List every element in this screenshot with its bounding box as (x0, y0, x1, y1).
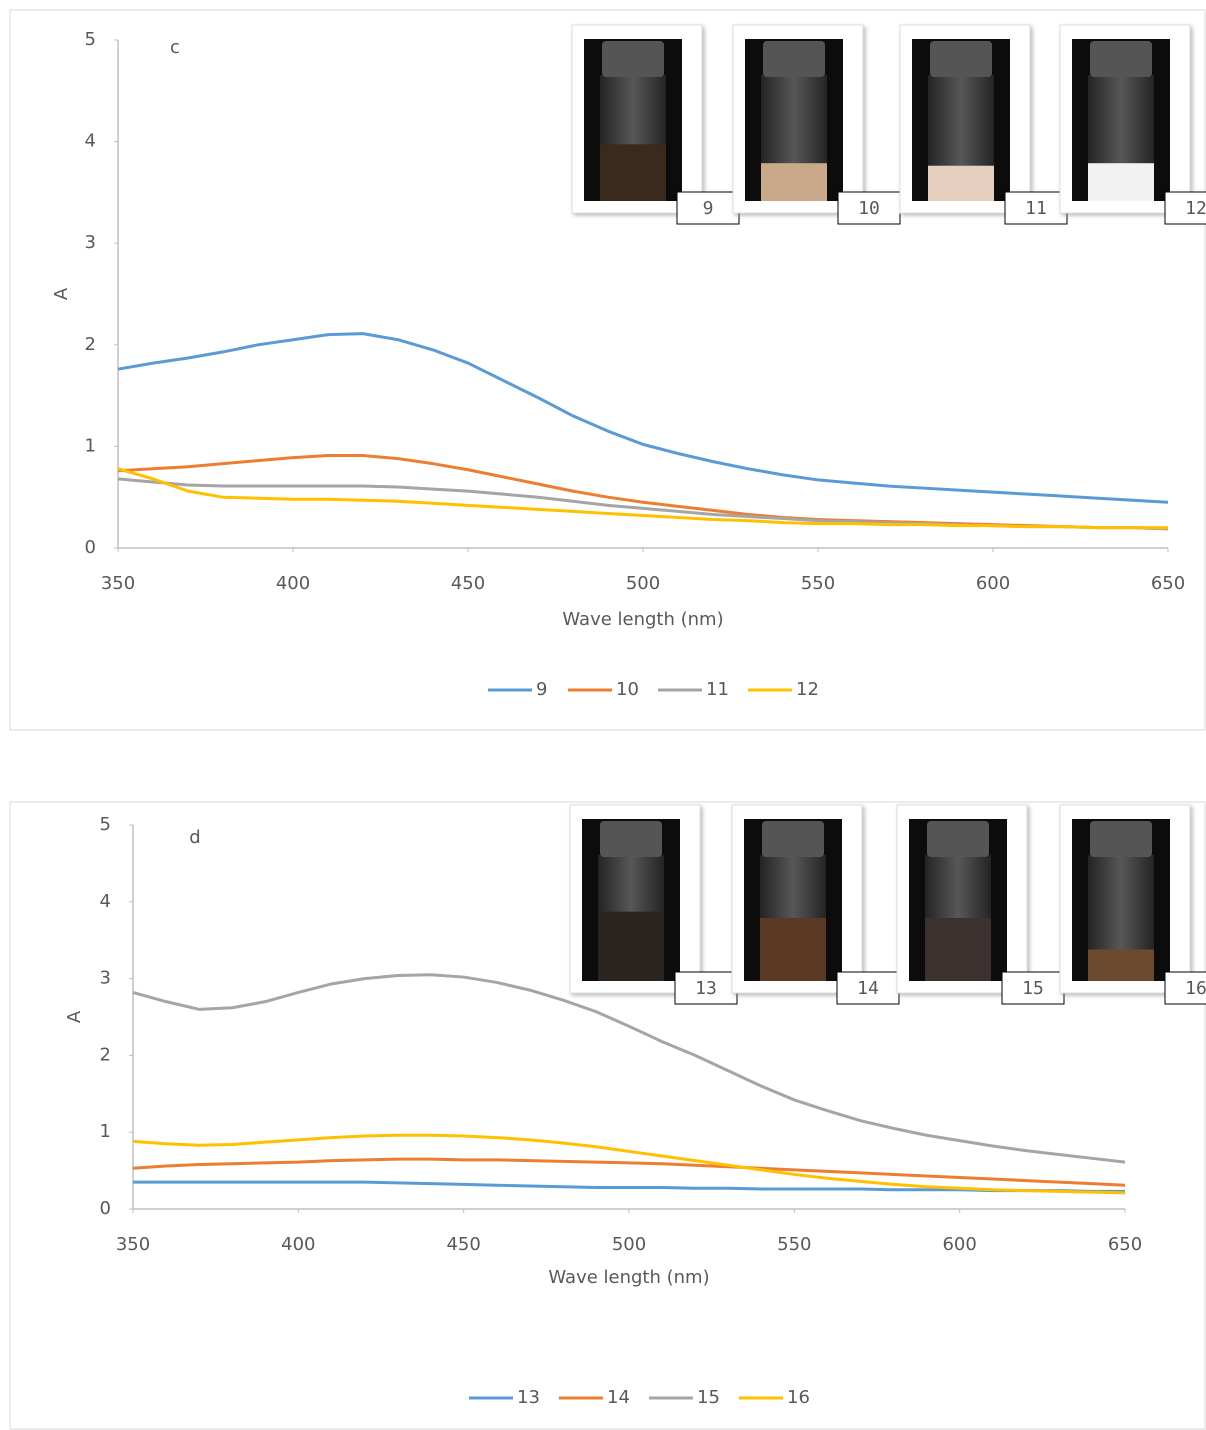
y-tick-label: 0 (85, 537, 96, 558)
x-tick-label: 500 (612, 1234, 646, 1255)
x-tick-label: 450 (451, 573, 485, 594)
vial-liquid (598, 912, 664, 981)
vial-liquid (925, 918, 991, 981)
legend-label: 12 (796, 679, 819, 700)
x-tick-label: 650 (1151, 573, 1185, 594)
photo-label: 10 (858, 198, 880, 219)
vial-cap (763, 41, 825, 77)
photo-label: 15 (1022, 978, 1044, 999)
legend-label: 15 (697, 1387, 720, 1408)
y-tick-label: 0 (100, 1198, 111, 1219)
vial-liquid (760, 918, 826, 981)
series-line (118, 469, 1168, 528)
vial-cap (602, 41, 664, 77)
photo-label: 13 (695, 978, 717, 999)
legend-label: 14 (607, 1387, 630, 1408)
legend-label: 13 (517, 1387, 540, 1408)
series-line (118, 479, 1168, 529)
y-tick-label: 5 (100, 814, 111, 835)
x-tick-label: 550 (801, 573, 835, 594)
y-tick-label: 1 (85, 435, 96, 456)
legend-label: 16 (787, 1387, 810, 1408)
y-tick-label: 2 (100, 1044, 111, 1065)
photo-label: 14 (857, 978, 879, 999)
vial-liquid (761, 163, 827, 201)
y-tick-label: 3 (85, 232, 96, 253)
vial-cap (600, 821, 662, 857)
x-tick-label: 400 (276, 573, 310, 594)
x-tick-label: 350 (116, 1234, 150, 1255)
legend-label: 10 (616, 679, 639, 700)
panel-letter: d (189, 827, 200, 848)
x-tick-label: 500 (626, 573, 660, 594)
x-tick-label: 400 (281, 1234, 315, 1255)
series-line (118, 334, 1168, 503)
vial-cap (762, 821, 824, 857)
y-tick-label: 2 (85, 334, 96, 355)
vial-cap (927, 821, 989, 857)
x-tick-label: 650 (1108, 1234, 1142, 1255)
page: 012345350400450500550600650Wave length (… (0, 0, 1206, 1430)
vial-liquid (1088, 163, 1154, 201)
x-tick-label: 550 (777, 1234, 811, 1255)
x-axis-title: Wave length (nm) (548, 1267, 709, 1288)
x-tick-label: 600 (942, 1234, 976, 1255)
x-tick-label: 600 (976, 573, 1010, 594)
y-tick-label: 1 (100, 1121, 111, 1142)
y-axis-title: A (51, 287, 72, 300)
y-tick-label: 4 (85, 131, 96, 152)
vial-cap (1090, 41, 1152, 77)
y-axis-title: A (64, 1010, 85, 1023)
photo-label: 16 (1185, 978, 1206, 999)
photo-label: 9 (703, 198, 714, 219)
x-tick-label: 450 (446, 1234, 480, 1255)
photo-label: 12 (1185, 198, 1206, 219)
y-tick-label: 4 (100, 891, 111, 912)
legend-label: 9 (536, 679, 547, 700)
vial-liquid (928, 166, 994, 201)
vial-cap (1090, 821, 1152, 857)
vial-liquid (1088, 950, 1154, 982)
photo-label: 11 (1025, 198, 1047, 219)
y-tick-label: 3 (100, 968, 111, 989)
y-tick-label: 5 (85, 29, 96, 50)
figure: 012345350400450500550600650Wave length (… (0, 0, 1206, 1430)
panel-letter: c (170, 37, 180, 58)
x-axis-title: Wave length (nm) (562, 609, 723, 630)
x-tick-label: 350 (101, 573, 135, 594)
legend-label: 11 (706, 679, 729, 700)
series-line (133, 975, 1125, 1162)
vial-liquid (600, 144, 666, 201)
vial-cap (930, 41, 992, 77)
